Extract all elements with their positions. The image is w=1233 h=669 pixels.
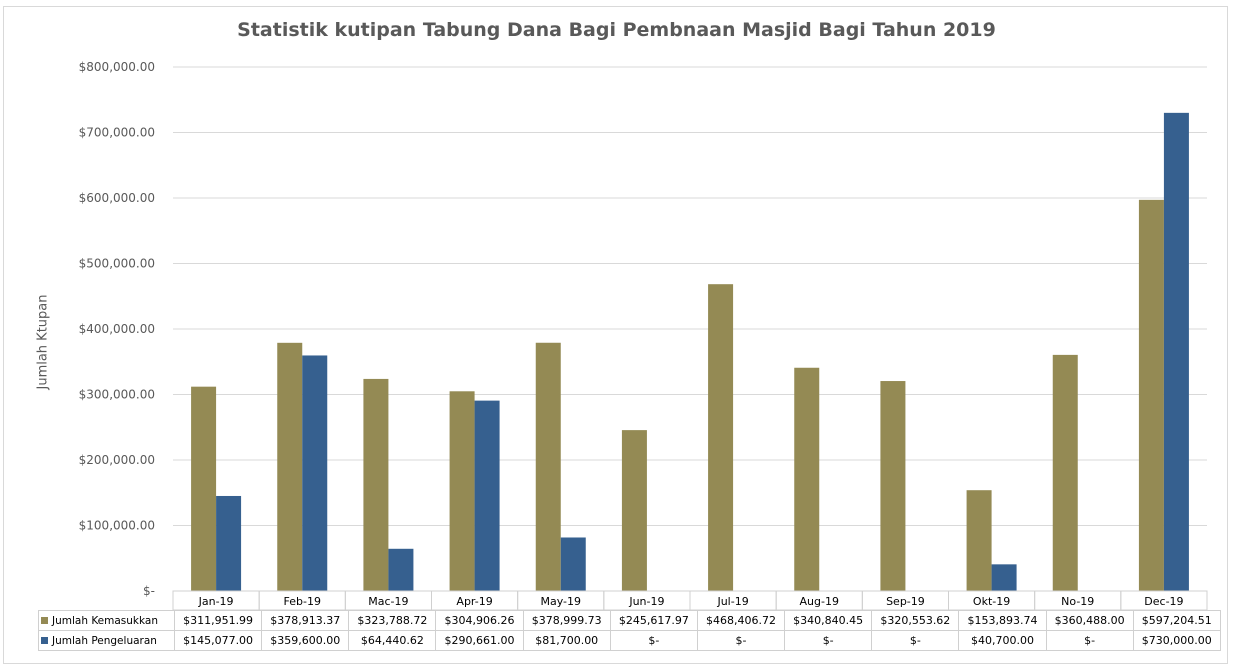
bar-kemasukkan: [277, 342, 303, 591]
legend-swatch: [41, 637, 48, 644]
data-label: $-: [1045, 630, 1134, 651]
data-label: $378,999.73: [522, 610, 611, 631]
y-tick-label: $800,000.00: [79, 60, 155, 74]
data-label: $323,788.72: [348, 610, 437, 631]
data-label: $320,553.62: [871, 610, 960, 631]
data-label: $145,077.00: [173, 630, 263, 651]
x-tick-label: No-19: [1061, 595, 1094, 608]
y-tick-label: $500,000.00: [79, 257, 155, 271]
bar-kemasukkan: [621, 430, 647, 591]
x-tick-label: May-19: [540, 595, 581, 608]
legend-entry: Jumlah Pengeluaran: [38, 630, 175, 651]
bar-pengeluaran: [216, 495, 242, 591]
data-label: $81,700.00: [522, 630, 611, 651]
x-tick-label: Jan-19: [198, 595, 234, 608]
x-tick-label: Jun-19: [628, 595, 664, 608]
x-tick-label: Mac-19: [368, 595, 408, 608]
bar-kemasukkan: [1052, 354, 1078, 591]
y-tick-label: $600,000.00: [79, 191, 155, 205]
legend-entry: Jumlah Kemasukkan: [38, 610, 175, 631]
legend-label: Jumlah Kemasukkan: [52, 614, 158, 627]
y-tick-label: $400,000.00: [79, 322, 155, 336]
legend-label: Jumlah Pengeluaran: [52, 634, 157, 647]
data-label: $340,840.45: [784, 610, 873, 631]
data-label: $-: [696, 630, 786, 651]
x-tick-label: Feb-19: [284, 595, 321, 608]
bar-kemasukkan: [449, 391, 475, 591]
data-label: $360,488.00: [1045, 610, 1134, 631]
data-label: $378,913.37: [261, 610, 350, 631]
bar-kemasukkan: [708, 284, 734, 591]
table-row: Jumlah Kemasukkan $311,951.99 $378,913.37 $…: [38, 610, 1221, 631]
bar-pengeluaran: [991, 564, 1017, 591]
bar-pengeluaran: [302, 355, 328, 591]
chart-title: Statistik kutipan Tabung Dana Bagi Pembn…: [237, 19, 996, 41]
bar-pengeluaran: [474, 400, 500, 591]
x-tick-label: Aug-19: [800, 595, 839, 608]
data-label: $359,600.00: [261, 630, 350, 651]
y-tick-label: $700,000.00: [79, 126, 155, 140]
y-tick-label: $200,000.00: [79, 453, 155, 467]
bar-kemasukkan: [794, 367, 820, 591]
data-label: $468,406.72: [696, 610, 786, 631]
data-label: $311,951.99: [173, 610, 263, 631]
data-label: $-: [784, 630, 873, 651]
bar-pengeluaran: [388, 548, 414, 591]
table-row: Jumlah Pengeluaran $145,077.00 $359,600.00…: [38, 630, 1221, 651]
bar-kemasukkan: [535, 342, 561, 591]
y-tick-label: $-: [143, 584, 155, 598]
data-label: $730,000.00: [1132, 630, 1221, 651]
data-label: $304,906.26: [435, 610, 524, 631]
bar-kemasukkan: [191, 386, 217, 591]
legend-swatch: [41, 617, 48, 624]
bar-pengeluaran: [1163, 112, 1189, 591]
x-tick-label: Okt-19: [973, 595, 1010, 608]
y-tick-label: $100,000.00: [79, 519, 155, 533]
bar-kemasukkan: [1138, 199, 1164, 591]
bar-pengeluaran: [560, 537, 586, 591]
x-tick-label: Jul-19: [716, 595, 748, 608]
bar-kemasukkan: [966, 490, 992, 591]
data-label: $597,204.51: [1132, 610, 1221, 631]
data-table: Jumlah Kemasukkan $311,951.99 $378,913.37 $…: [38, 610, 1221, 651]
x-tick-label: Apr-19: [456, 595, 492, 608]
x-tick-label: Dec-19: [1144, 595, 1183, 608]
y-tick-label: $300,000.00: [79, 388, 155, 402]
data-label: $-: [871, 630, 960, 651]
x-tick-label: Sep-19: [886, 595, 925, 608]
data-label: $153,893.74: [958, 610, 1047, 631]
data-label: $245,617.97: [609, 610, 698, 631]
data-label: $290,661.00: [435, 630, 524, 651]
data-label: $40,700.00: [958, 630, 1047, 651]
data-label: $64,440.62: [348, 630, 437, 651]
bar-kemasukkan: [363, 378, 389, 591]
bar-kemasukkan: [880, 381, 906, 591]
data-label: $-: [609, 630, 698, 651]
